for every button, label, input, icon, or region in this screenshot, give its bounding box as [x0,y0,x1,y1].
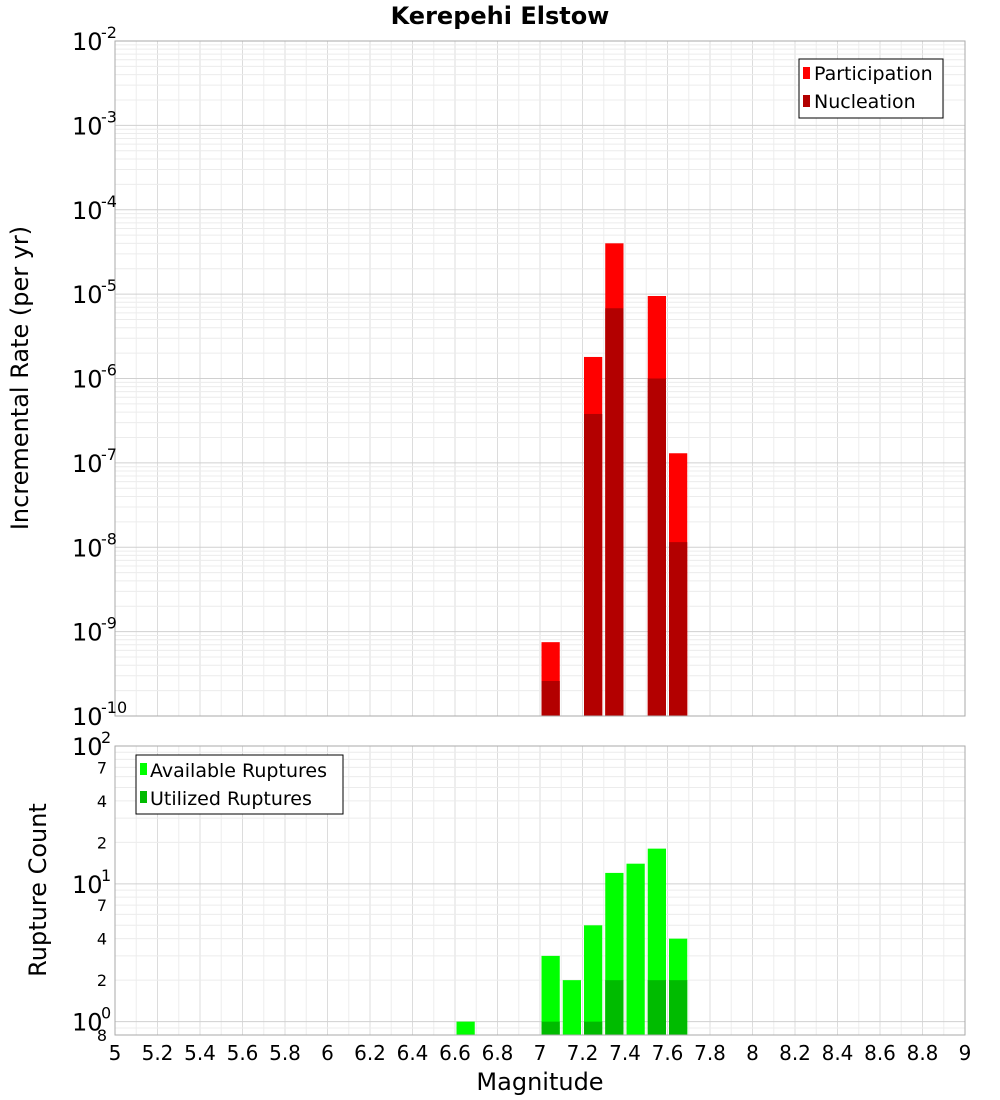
y-tick-base: 10 [72,450,103,478]
y-tick-base: 10 [72,733,103,761]
y-minor-tick-label: 8 [97,1026,107,1045]
y-tick-label: 10-6 [72,361,117,394]
y-tick-base: 10 [72,197,103,225]
utilized-ruptures-bar [648,980,666,1035]
y-tick-base: 10 [72,366,103,394]
x-tick-label: 9 [959,1041,972,1065]
y-tick-base: 10 [72,703,103,731]
y-minor-tick-label: 7 [97,758,107,777]
y-tick-exponent: 2 [101,728,111,747]
legend-label-utilized-ruptures: Utilized Ruptures [150,788,312,810]
y-tick-label: 102 [72,728,111,761]
x-tick-label: 6 [321,1041,334,1065]
bottom-chart-bars [457,849,688,1035]
x-tick-label: 6.2 [354,1041,386,1065]
y-tick-exponent: -9 [101,614,117,633]
x-tick-label: 7 [534,1041,547,1065]
nucleation-bar [542,681,560,716]
y-tick-label: 10-9 [72,614,117,647]
x-tick-label: 7.4 [609,1041,641,1065]
utilized-ruptures-bar [542,1022,560,1035]
nucleation-bar [584,414,602,716]
x-tick-label: 5.8 [269,1041,301,1065]
y-tick-label: 101 [72,866,111,899]
x-tick-label: 7.2 [567,1041,599,1065]
x-tick-label: 8.2 [779,1041,811,1065]
x-tick-label: 5.6 [227,1041,259,1065]
x-tick-label: 8.6 [864,1041,896,1065]
y-tick-exponent: -8 [101,529,117,548]
x-tick-label: 7.8 [694,1041,726,1065]
available-ruptures-bar [627,864,645,1035]
x-tick-label: 8.8 [907,1041,939,1065]
y-tick-exponent: 1 [101,866,111,885]
y-tick-exponent: -6 [101,361,117,380]
bottom-legend: Available Ruptures Utilized Ruptures [136,755,343,814]
top-legend: Participation Nucleation [799,59,943,118]
x-tick-label: 5 [109,1041,122,1065]
y-tick-label: 10-5 [72,276,117,309]
y-tick-exponent: -7 [101,445,117,464]
y-minor-tick-label: 7 [97,896,107,915]
y-tick-exponent: -4 [101,192,117,211]
legend-swatch-utilized-ruptures [140,791,147,803]
y-tick-exponent: -3 [101,107,117,126]
available-ruptures-bar [584,925,602,1035]
legend-swatch-participation [803,67,810,79]
x-tick-label: 6.6 [439,1041,471,1065]
x-axis-label: Magnitude [476,1068,603,1096]
y-tick-base: 10 [72,112,103,140]
y-minor-tick-label: 4 [97,930,107,949]
legend-swatch-available-ruptures [140,763,147,775]
top-y-axis-label: Incremental Rate (per yr) [6,226,34,530]
x-tick-labels: 5 5.2 5.4 5.6 5.8 6 6.2 6.4 6.6 6.8 7 7.2 7.4 7.6 7.8 8… [109,1041,972,1065]
y-tick-label: 10-4 [72,192,117,225]
available-ruptures-bar [457,1022,475,1035]
legend-label-available-ruptures: Available Ruptures [150,760,327,782]
legend-label-nucleation: Nucleation [814,91,916,113]
y-tick-label: 10-2 [72,23,117,56]
utilized-ruptures-bar [584,1022,602,1035]
y-tick-base: 10 [72,281,103,309]
y-tick-label: 10-8 [72,529,117,562]
y-tick-exponent: -2 [101,23,117,42]
chart-title: Kerepehi Elstow [391,2,610,30]
y-tick-exponent: 0 [101,1004,111,1023]
y-minor-tick-label: 2 [97,971,107,990]
available-ruptures-bar [563,980,581,1035]
bottom-y-axis-label: Rupture Count [24,803,52,977]
y-tick-label: 10-7 [72,445,117,478]
y-minor-tick-label: 4 [97,792,107,811]
legend-swatch-nucleation [803,95,810,107]
utilized-ruptures-bar [669,980,687,1035]
top-chart-gridlines [115,41,965,716]
y-tick-base: 10 [72,619,103,647]
x-tick-label: 6.4 [397,1041,429,1065]
x-tick-label: 6.8 [482,1041,514,1065]
y-tick-base: 10 [72,871,103,899]
y-tick-exponent: -10 [101,698,127,717]
nucleation-bar [669,542,687,716]
nucleation-bar [605,308,623,716]
nucleation-bar [648,379,666,717]
y-minor-tick-label: 2 [97,833,107,852]
x-tick-label: 7.6 [652,1041,684,1065]
x-tick-label: 8 [746,1041,759,1065]
y-tick-label: 10-10 [72,698,127,731]
x-tick-label: 8.4 [822,1041,854,1065]
utilized-ruptures-bar [605,980,623,1035]
y-tick-label: 10-3 [72,107,117,140]
y-tick-base: 10 [72,28,103,56]
x-tick-label: 5.4 [184,1041,216,1065]
x-tick-label: 5.2 [142,1041,174,1065]
y-tick-base: 10 [72,534,103,562]
y-tick-exponent: -5 [101,276,117,295]
legend-label-participation: Participation [814,63,933,85]
